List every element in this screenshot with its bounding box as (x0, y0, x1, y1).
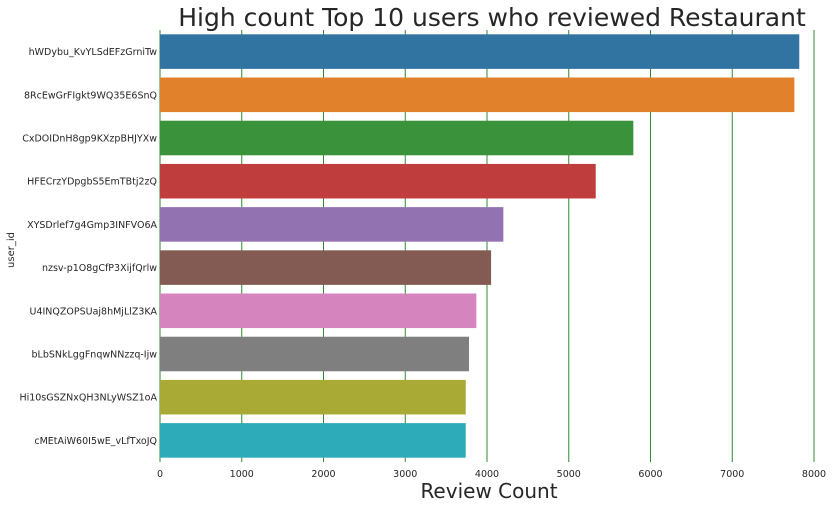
x-tick-labels: 0 1000 2000 3000 4000 5000 6000 7000 8000 (157, 469, 826, 480)
category-labels: hWDybu_KvYLSdEFzGrniTw 8RcEwGrFIgkt9WQ35E… (19, 47, 157, 447)
category-label: hWDybu_KvYLSdEFzGrniTw (29, 47, 158, 58)
x-tick-label: 7000 (720, 469, 744, 480)
x-tick-label: 5000 (557, 469, 581, 480)
bar (160, 250, 492, 285)
x-tick-label: 1000 (230, 469, 254, 480)
bar (160, 207, 504, 242)
category-label: cMEtAiW60I5wE_vLfTxoJQ (34, 436, 157, 447)
x-tick-label: 0 (157, 469, 163, 480)
bar (160, 163, 596, 199)
bar (160, 423, 466, 458)
category-label: nzsv-p1O8gCfP3XijfQrlw (42, 263, 157, 274)
bar (160, 379, 466, 415)
category-label: 8RcEwGrFIgkt9WQ35E6SnQ (24, 90, 157, 101)
category-label: CxDOIDnH8gp9KXzpBHJYXw (22, 134, 157, 145)
bar (160, 120, 634, 156)
category-label: HFECrzYDpgbS5EmTBtj2zQ (27, 177, 157, 188)
bars (160, 34, 800, 458)
x-tick-label: 3000 (393, 469, 417, 480)
x-tick-label: 4000 (475, 469, 499, 480)
bar (160, 336, 470, 372)
x-tick-label: 6000 (638, 469, 662, 480)
category-label: bLbSNkLggFnqwNNzzq-Ijw (32, 350, 158, 361)
category-label: U4INQZOPSUaj8hMjLlZ3KA (30, 306, 158, 317)
bar (160, 77, 795, 113)
category-label: XYSDrlef7g4Gmp3INFVO6A (27, 220, 157, 231)
y-axis-label: user_id (6, 232, 17, 268)
chart-title: High count Top 10 users who reviewed Res… (178, 3, 806, 32)
bar (160, 34, 800, 69)
x-axis-label: Review Count (420, 479, 557, 503)
x-tick-label: 8000 (802, 469, 826, 480)
bar (160, 293, 477, 329)
x-tick-label: 2000 (311, 469, 335, 480)
category-label: Hi10sGSZNxQH3NLyWSZ1oA (19, 393, 157, 404)
